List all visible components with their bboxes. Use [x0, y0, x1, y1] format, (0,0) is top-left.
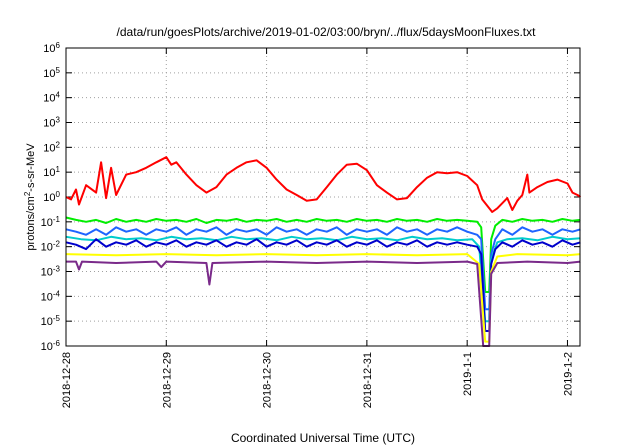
series-line-6: [65, 253, 581, 343]
x-tick-label: 2018-12-29: [161, 352, 173, 408]
data-series: [65, 156, 582, 347]
series-line-5: [65, 238, 581, 332]
y-axis-label-exponent: 2: [23, 191, 32, 196]
x-axis-ticks: 2018-12-28 2018-12-29 2018-12-30 2018-12-31…: [61, 48, 574, 408]
y-tick-label: 105: [43, 65, 60, 80]
grid-lines: [66, 48, 580, 346]
y-tick-label: 100: [43, 190, 60, 205]
y-axis-label: protons/cm2-s-sr-MeV: [23, 143, 38, 251]
x-tick-label: 2019-1-2: [562, 352, 574, 396]
chart-title: /data/run/goesPlots/archive/2019-01-02/0…: [117, 25, 537, 39]
y-tick-label: 10-4: [41, 289, 61, 304]
y-tick-label: 102: [43, 140, 60, 155]
y-tick-label: 101: [43, 165, 60, 180]
y-tick-label: 10-6: [41, 339, 61, 354]
series-line-2: [65, 216, 581, 293]
series-line-7: [66, 260, 581, 347]
x-tick-label: 2019-1-1: [462, 352, 474, 396]
x-tick-label: 2018-12-30: [262, 352, 274, 408]
y-tick-label: 106: [43, 41, 60, 56]
y-tick-label: 10-3: [41, 264, 61, 279]
x-axis-label: Coordinated Universal Time (UTC): [231, 431, 415, 445]
y-axis-label-text: protons/cm: [25, 196, 37, 250]
series-line-4: [65, 235, 581, 323]
series-line-3: [65, 226, 581, 311]
svg-text:protons/cm2-s-sr-MeV: protons/cm2-s-sr-MeV: [23, 143, 38, 251]
plot-frame: [65, 47, 581, 347]
y-tick-label: 10-1: [41, 214, 61, 229]
y-tick-label: 10-5: [41, 314, 61, 329]
x-tick-label: 2018-12-31: [362, 352, 374, 408]
x-tick-label: 2018-12-28: [61, 352, 73, 408]
y-tick-label: 10-2: [41, 239, 61, 254]
y-tick-label: 104: [43, 90, 60, 105]
y-axis-label-units: -s-sr-MeV: [25, 143, 37, 192]
series-line-1: [65, 156, 582, 213]
y-tick-label: 103: [43, 115, 60, 130]
y-axis-ticks: 106 105 104 103 102 101 100 10-1 10-2 10-3 10-4 10-…: [41, 41, 580, 354]
